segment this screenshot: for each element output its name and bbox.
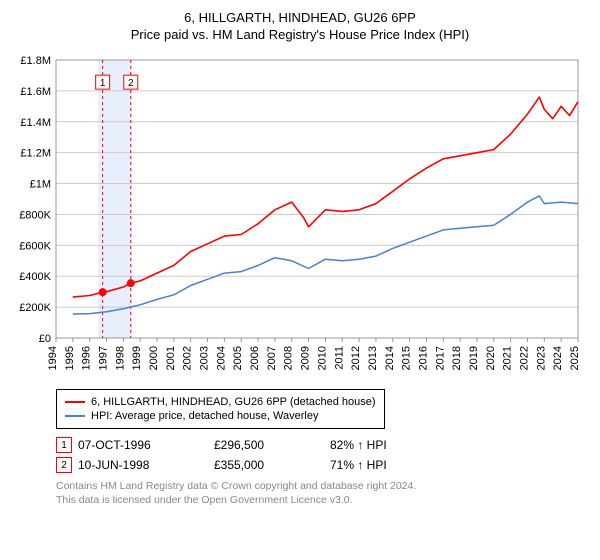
svg-text:2017: 2017 bbox=[434, 346, 446, 370]
sale-row-2: 2 10-JUN-1998 £355,000 71% ↑ HPI bbox=[56, 457, 590, 473]
svg-text:2000: 2000 bbox=[148, 346, 160, 370]
svg-text:£1.6M: £1.6M bbox=[20, 86, 51, 98]
svg-text:1997: 1997 bbox=[98, 346, 110, 370]
svg-text:2016: 2016 bbox=[417, 346, 429, 370]
sale-date: 10-JUN-1998 bbox=[78, 458, 208, 472]
footer-line: Contains HM Land Registry data © Crown c… bbox=[56, 479, 590, 493]
svg-text:2020: 2020 bbox=[485, 346, 497, 370]
svg-text:1998: 1998 bbox=[114, 346, 126, 370]
svg-text:1999: 1999 bbox=[131, 346, 143, 370]
titles: 6, HILLGARTH, HINDHEAD, GU26 6PP Price p… bbox=[10, 10, 590, 42]
legend-item-hpi: HPI: Average price, detached house, Wave… bbox=[65, 410, 376, 422]
legend-swatch-icon bbox=[65, 415, 85, 417]
svg-text:2022: 2022 bbox=[518, 346, 530, 370]
svg-text:1994: 1994 bbox=[47, 346, 59, 370]
svg-text:£0: £0 bbox=[39, 333, 51, 345]
legend-swatch-icon bbox=[65, 401, 85, 403]
svg-text:2006: 2006 bbox=[249, 346, 261, 370]
svg-text:2002: 2002 bbox=[182, 346, 194, 370]
svg-text:2021: 2021 bbox=[502, 346, 514, 370]
svg-text:2009: 2009 bbox=[300, 346, 312, 370]
legend: 6, HILLGARTH, HINDHEAD, GU26 6PP (detach… bbox=[56, 389, 385, 429]
svg-text:1995: 1995 bbox=[64, 346, 76, 370]
svg-text:2024: 2024 bbox=[552, 346, 564, 370]
svg-text:2: 2 bbox=[128, 78, 134, 89]
svg-text:2004: 2004 bbox=[215, 346, 227, 370]
svg-text:£1.8M: £1.8M bbox=[20, 55, 51, 67]
svg-text:1: 1 bbox=[100, 78, 106, 89]
sale-pct: 82% ↑ HPI bbox=[330, 438, 387, 452]
svg-text:2003: 2003 bbox=[199, 346, 211, 370]
svg-text:2012: 2012 bbox=[350, 346, 362, 370]
svg-text:£1.2M: £1.2M bbox=[20, 148, 51, 160]
footer: Contains HM Land Registry data © Crown c… bbox=[56, 479, 590, 507]
svg-text:2013: 2013 bbox=[367, 346, 379, 370]
sale-pct: 71% ↑ HPI bbox=[330, 458, 387, 472]
sale-price: £355,000 bbox=[214, 458, 324, 472]
legend-item-property: 6, HILLGARTH, HINDHEAD, GU26 6PP (detach… bbox=[65, 396, 376, 408]
sale-price: £296,500 bbox=[214, 438, 324, 452]
chart-container: 6, HILLGARTH, HINDHEAD, GU26 6PP Price p… bbox=[0, 0, 600, 513]
svg-text:£600K: £600K bbox=[19, 240, 51, 252]
svg-text:2007: 2007 bbox=[266, 346, 278, 370]
svg-text:2018: 2018 bbox=[451, 346, 463, 370]
svg-text:2014: 2014 bbox=[384, 346, 396, 370]
legend-label: 6, HILLGARTH, HINDHEAD, GU26 6PP (detach… bbox=[91, 396, 376, 408]
sale-row-1: 1 07-OCT-1996 £296,500 82% ↑ HPI bbox=[56, 437, 590, 453]
svg-text:2025: 2025 bbox=[569, 346, 581, 370]
title-sub: Price paid vs. HM Land Registry's House … bbox=[10, 27, 590, 42]
line-chart: £0 £200K £400K £600K £800K £1M £1.2M £1.4M £1.6M… bbox=[10, 48, 590, 378]
svg-text:2011: 2011 bbox=[333, 346, 345, 370]
title-main: 6, HILLGARTH, HINDHEAD, GU26 6PP bbox=[10, 10, 590, 25]
svg-text:2015: 2015 bbox=[401, 346, 413, 370]
svg-text:£800K: £800K bbox=[19, 209, 51, 221]
svg-text:2008: 2008 bbox=[283, 346, 295, 370]
svg-text:2005: 2005 bbox=[232, 346, 244, 370]
svg-text:2019: 2019 bbox=[468, 346, 480, 370]
legend-label: HPI: Average price, detached house, Wave… bbox=[91, 410, 318, 422]
svg-text:£1M: £1M bbox=[30, 179, 51, 191]
sale-marker-icon: 1 bbox=[56, 437, 72, 453]
svg-text:2001: 2001 bbox=[165, 346, 177, 370]
svg-text:2023: 2023 bbox=[535, 346, 547, 370]
sale-date: 07-OCT-1996 bbox=[78, 438, 208, 452]
svg-text:1996: 1996 bbox=[81, 346, 93, 370]
svg-text:£1.4M: £1.4M bbox=[20, 117, 51, 129]
footer-line: This data is licensed under the Open Gov… bbox=[56, 493, 590, 507]
svg-text:£400K: £400K bbox=[19, 271, 51, 283]
svg-text:2010: 2010 bbox=[316, 346, 328, 370]
sale-marker-icon: 2 bbox=[56, 457, 72, 473]
svg-text:£200K: £200K bbox=[19, 302, 51, 314]
